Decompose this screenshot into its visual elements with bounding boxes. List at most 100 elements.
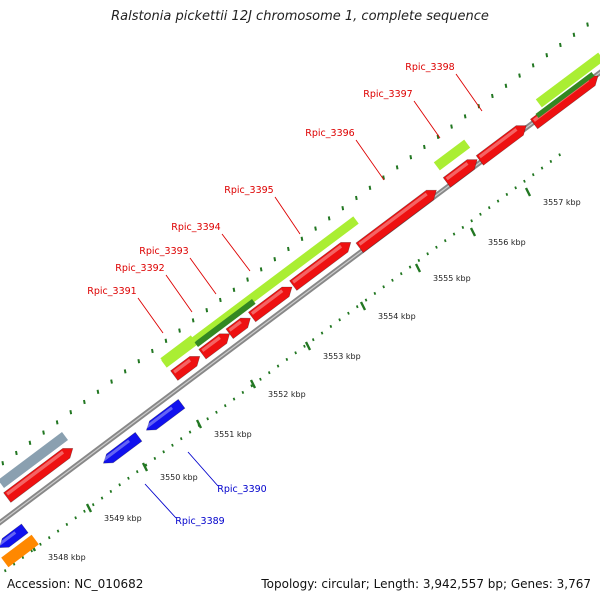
scale-track-dot	[470, 219, 473, 223]
outer-track-dot	[355, 195, 358, 201]
feature-band-light[interactable]	[433, 139, 471, 171]
outer-track-dot	[151, 348, 154, 354]
feature-band-light[interactable]	[535, 52, 600, 108]
reverse-gene[interactable]	[0, 523, 29, 552]
scale-track-dot	[153, 456, 157, 461]
scale-track-dot	[435, 245, 438, 249]
scale-track-dot	[443, 239, 447, 243]
outer-track-dot	[491, 93, 494, 99]
outer-track-dot	[205, 308, 209, 313]
forward-gene[interactable]	[247, 282, 295, 323]
outer-track-dot	[137, 359, 141, 364]
scale-tick-label: 3552 kbp	[268, 390, 306, 399]
scale-tick	[359, 301, 367, 311]
scale-track-dot	[382, 285, 385, 289]
reverse-gene-shape	[145, 398, 186, 431]
scale-tick	[141, 462, 149, 472]
scale-tick	[414, 263, 422, 273]
scale-track-dot	[285, 357, 289, 362]
scale-track-dot	[144, 463, 148, 467]
reverse-gene-label[interactable]: Rpic_3389	[175, 516, 224, 527]
forward-gene[interactable]	[170, 352, 204, 381]
feature-band-orange[interactable]	[1, 534, 39, 568]
scale-track-dot	[549, 159, 553, 164]
feature-band-dark[interactable]	[194, 299, 256, 347]
scale-track-dot	[30, 549, 33, 553]
scale-track-dot	[487, 206, 491, 210]
scale-track-dot	[347, 311, 350, 315]
forward-gene-label[interactable]: Rpic_3397	[363, 89, 412, 100]
scale-track-dot	[206, 417, 209, 421]
forward-gene-label[interactable]: Rpic_3398	[405, 62, 454, 73]
scale-track-dot	[399, 272, 403, 276]
scale-track-dot	[250, 384, 253, 388]
feature-band-light[interactable]	[160, 335, 196, 365]
scale-tick	[469, 227, 477, 237]
scale-track-dot	[391, 278, 394, 282]
outer-track-dot	[314, 226, 317, 231]
forward-gene-leader	[455, 73, 483, 112]
forward-gene[interactable]	[289, 238, 355, 291]
reverse-gene[interactable]	[143, 398, 186, 434]
scale-track-dot	[408, 265, 412, 269]
forward-gene[interactable]	[3, 444, 77, 503]
forward-gene-leader	[413, 100, 441, 139]
reverse-gene-shape	[102, 431, 143, 464]
scale-tick-label: 3553 kbp	[323, 352, 361, 361]
scale-track-dot	[162, 450, 165, 454]
forward-gene-leader	[137, 297, 164, 334]
forward-gene[interactable]	[355, 185, 440, 254]
feature-band-light[interactable]	[161, 216, 359, 368]
feature-band-dark[interactable]	[535, 72, 595, 118]
forward-gene-shape	[3, 448, 74, 503]
forward-gene-label[interactable]: Rpic_3394	[171, 222, 220, 233]
scale-track-dot	[118, 483, 121, 487]
scale-track-dot	[47, 536, 51, 540]
feature-band-light-shape	[160, 335, 196, 365]
genome-summary: Topology: circular; Length: 3,942,557 bp…	[261, 577, 591, 591]
scale-track-dot	[417, 258, 421, 263]
scale-tick	[304, 341, 312, 351]
forward-gene-leader	[189, 257, 217, 295]
outer-track-dot	[28, 440, 32, 445]
scale-track-dot	[338, 318, 341, 322]
forward-gene[interactable]	[225, 313, 254, 340]
forward-gene-shape	[170, 356, 201, 381]
forward-gene-label[interactable]: Rpic_3391	[87, 286, 136, 297]
outer-track-dot	[1, 461, 5, 466]
forward-gene-label[interactable]: Rpic_3393	[139, 246, 188, 257]
forward-gene-shape	[475, 125, 527, 166]
forward-gene-shape	[247, 286, 293, 323]
outer-track-dot	[409, 155, 413, 160]
scale-track-dot	[135, 470, 139, 474]
scale-track-dot	[127, 476, 130, 480]
scale-track-dot	[514, 186, 517, 190]
outer-track-dot	[395, 165, 399, 170]
scale-track-dot	[373, 291, 377, 296]
forward-gene[interactable]	[475, 121, 530, 166]
outer-track-dot	[531, 63, 535, 68]
forward-gene-label[interactable]: Rpic_3396	[305, 128, 354, 139]
forward-gene[interactable]	[442, 155, 481, 188]
scale-track-dot	[39, 542, 42, 546]
reverse-gene-gloss	[145, 406, 174, 429]
forward-gene[interactable]	[198, 329, 233, 360]
forward-gene-shape	[355, 189, 437, 254]
scale-track-dot	[294, 351, 297, 355]
outer-track-dot	[259, 267, 263, 272]
forward-gene-label[interactable]: Rpic_3395	[224, 185, 273, 196]
scale-tick	[195, 419, 203, 429]
outer-track-dot	[327, 216, 331, 221]
outer-track-dot	[368, 185, 372, 190]
scale-track-dot	[241, 390, 245, 395]
scale-track-dot	[65, 522, 69, 527]
scale-tick-label: 3550 kbp	[160, 473, 198, 482]
reverse-gene[interactable]	[100, 431, 143, 467]
scale-tick-label: 3548 kbp	[48, 553, 86, 562]
forward-gene-label[interactable]: Rpic_3392	[115, 263, 164, 274]
feature-band-grey[interactable]	[0, 432, 69, 488]
outer-track-dot	[110, 379, 113, 384]
reverse-gene-label[interactable]: Rpic_3390	[217, 484, 266, 495]
scale-track-dot	[56, 529, 60, 533]
